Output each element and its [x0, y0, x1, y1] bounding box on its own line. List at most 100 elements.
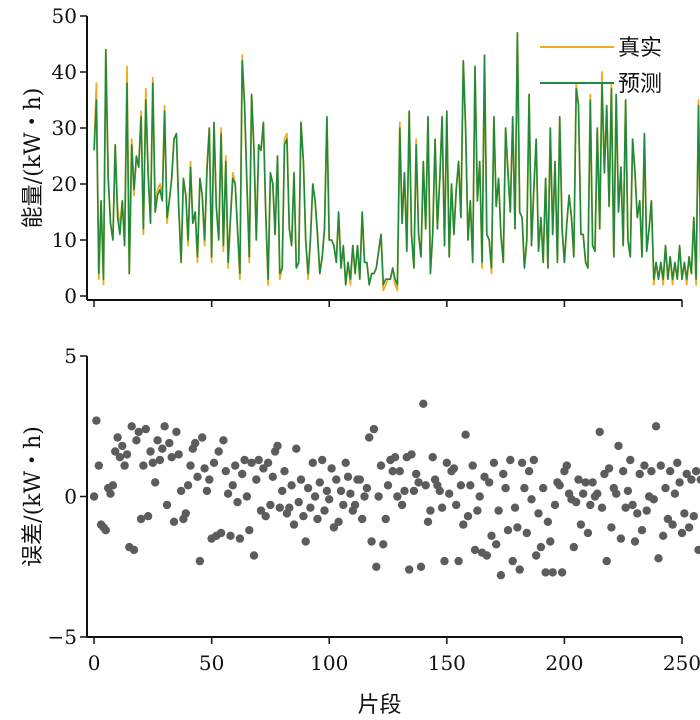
- error-point: [219, 436, 228, 445]
- error-point: [663, 514, 673, 524]
- error-point: [294, 497, 303, 507]
- error-point: [421, 481, 430, 490]
- error-point: [327, 464, 336, 473]
- error-point: [412, 469, 421, 479]
- error-point: [524, 467, 534, 476]
- error-point: [588, 478, 597, 487]
- error-point: [687, 475, 696, 484]
- error-point: [101, 526, 111, 535]
- error-point: [280, 467, 289, 476]
- error-point: [393, 492, 402, 501]
- energy-y-tick-label: 30: [52, 116, 77, 140]
- error-point: [200, 464, 209, 473]
- error-point: [139, 461, 148, 470]
- error-x-tick-label: 200: [545, 651, 583, 675]
- error-point: [247, 458, 256, 467]
- error-point: [661, 483, 670, 493]
- error-point: [143, 512, 153, 521]
- error-point: [461, 430, 470, 439]
- error-point: [684, 523, 694, 532]
- error-point: [581, 478, 590, 487]
- error-point: [162, 500, 172, 510]
- error-point: [118, 441, 127, 451]
- error-point: [329, 523, 339, 532]
- error-point: [529, 455, 538, 465]
- error-point: [320, 506, 329, 515]
- error-scatter-panel: −5 0 5 0 50 100 150 200 250 误差/(kW・h) 片段: [21, 344, 700, 718]
- error-point: [369, 424, 379, 434]
- error-point: [689, 512, 698, 521]
- error-point: [506, 455, 515, 465]
- error-point: [682, 469, 691, 479]
- series-line-pred: [93, 31, 700, 286]
- error-point: [677, 528, 687, 538]
- error-point: [468, 461, 477, 470]
- error-point: [604, 464, 614, 473]
- energy-y-ticks: 0 10 20 30 40 50: [52, 4, 87, 308]
- error-point: [310, 492, 320, 501]
- error-point: [602, 556, 611, 566]
- error-point: [151, 478, 160, 487]
- error-point: [127, 422, 136, 431]
- error-point: [635, 469, 644, 479]
- error-point: [376, 461, 386, 470]
- error-x-tick-label: 150: [428, 651, 466, 675]
- error-point: [517, 458, 527, 467]
- error-point: [534, 509, 543, 518]
- error-point: [532, 551, 541, 560]
- error-point: [397, 500, 407, 510]
- error-point: [322, 486, 332, 496]
- error-point: [263, 458, 273, 467]
- error-point: [442, 458, 451, 467]
- error-point: [266, 500, 275, 510]
- error-y-tick-label: −5: [48, 625, 77, 649]
- error-point: [172, 427, 181, 437]
- error-point: [252, 475, 261, 484]
- error-point: [303, 483, 313, 493]
- error-point: [475, 492, 484, 501]
- error-point: [593, 489, 602, 498]
- error-point: [562, 461, 571, 470]
- error-point: [287, 481, 296, 490]
- error-point: [341, 458, 350, 467]
- error-point: [543, 517, 553, 526]
- error-point: [482, 551, 491, 560]
- error-point: [92, 416, 101, 425]
- error-point: [115, 453, 125, 462]
- x-axis-title: 片段: [357, 693, 401, 718]
- error-point: [315, 478, 324, 487]
- error-point: [607, 523, 616, 532]
- error-point: [485, 478, 494, 487]
- error-point: [111, 447, 120, 456]
- error-point: [129, 545, 139, 555]
- error-point: [473, 506, 482, 515]
- error-point: [141, 424, 150, 434]
- error-point: [223, 489, 233, 498]
- error-point: [548, 568, 557, 577]
- error-point: [242, 492, 252, 501]
- error-point: [306, 503, 315, 512]
- energy-y-tick-label: 10: [52, 228, 77, 252]
- error-point: [318, 455, 327, 465]
- error-y-tick-label: 5: [64, 344, 77, 368]
- error-point: [193, 472, 202, 481]
- error-point: [365, 433, 374, 442]
- error-point: [374, 492, 383, 501]
- error-point: [597, 503, 607, 512]
- error-point: [546, 537, 555, 546]
- error-point: [346, 489, 355, 498]
- error-point: [174, 450, 183, 459]
- error-point: [637, 526, 647, 535]
- error-point: [656, 461, 665, 470]
- energy-series-lines: [93, 31, 700, 292]
- error-point: [167, 453, 176, 462]
- error-point: [503, 526, 513, 535]
- error-point: [666, 467, 675, 476]
- error-x-tick-label: 0: [88, 651, 101, 675]
- error-point: [106, 489, 115, 498]
- error-point: [466, 481, 475, 490]
- legend-true-label: 真实: [618, 36, 662, 61]
- energy-y-tick-label: 0: [64, 284, 77, 308]
- error-point: [520, 483, 529, 493]
- error-point: [301, 537, 310, 546]
